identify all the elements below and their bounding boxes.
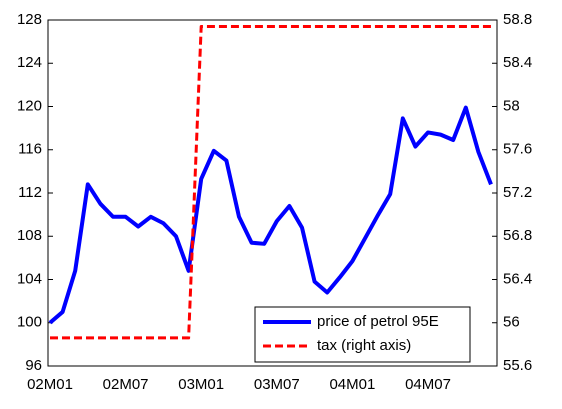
y-tick-label: 108 — [17, 227, 42, 244]
series-line — [50, 24, 491, 340]
legend-label: tax (right axis) — [317, 337, 411, 354]
y-tick-label: 124 — [17, 54, 42, 71]
legend-label: price of petrol 95E — [317, 313, 439, 330]
y-tick-label: 128 — [17, 11, 42, 28]
y2-tick-label: 58.4 — [503, 54, 532, 71]
y2-tick-label: 55.6 — [503, 357, 532, 374]
y2-tick-label: 57.2 — [503, 184, 532, 201]
y-tick-label: 112 — [18, 184, 42, 201]
x-tick-label: 04M07 — [405, 376, 451, 393]
y-tick-label: 100 — [17, 314, 42, 331]
y2-tick-label: 57.6 — [503, 141, 532, 158]
x-tick-label: 03M01 — [178, 376, 224, 393]
y2-tick-label: 58.8 — [503, 11, 532, 28]
y2-tick-label: 56.8 — [503, 227, 532, 244]
x-tick-label: 03M07 — [254, 376, 300, 393]
y2-tick-label: 56 — [503, 314, 520, 331]
y-tick-label: 116 — [18, 141, 42, 158]
series-line — [48, 105, 493, 325]
y-tick-label: 104 — [17, 270, 42, 287]
x-tick-label: 04M01 — [329, 376, 375, 393]
y2-tick-label: 58 — [503, 97, 520, 114]
y2-tick-label: 56.4 — [503, 270, 532, 287]
y-tick-label: 120 — [17, 97, 42, 114]
x-tick-label: 02M01 — [27, 376, 73, 393]
y-tick-label: 96 — [25, 357, 42, 374]
legend-box — [254, 306, 471, 363]
x-tick-label: 02M07 — [103, 376, 149, 393]
